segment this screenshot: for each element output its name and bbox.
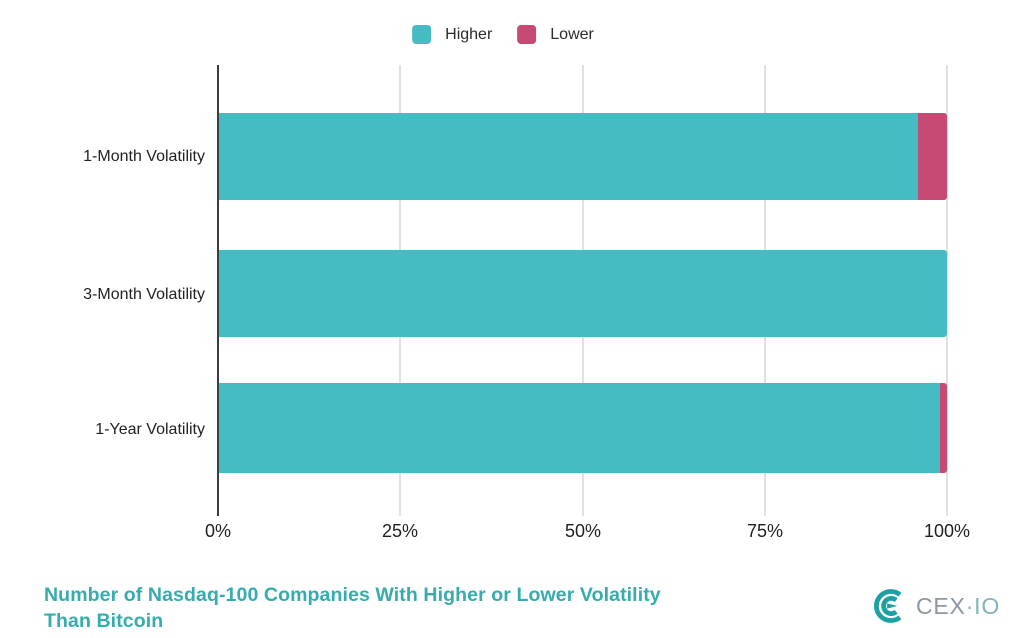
legend-item-higher: Higher bbox=[412, 25, 492, 44]
x-tick-100: 100% bbox=[923, 521, 971, 541]
category-label-3-month: 3-Month Volatility bbox=[83, 286, 205, 303]
category-label-1-year: 1-Year Volatility bbox=[95, 421, 205, 438]
plot-area bbox=[217, 65, 948, 516]
x-tick-0: 0% bbox=[204, 521, 232, 541]
cexio-logo-text: CEX·IO bbox=[916, 587, 1000, 625]
bar-1-year-higher-segment bbox=[219, 383, 940, 473]
legend-swatch-higher bbox=[412, 25, 432, 44]
legend-swatch-lower bbox=[517, 25, 537, 44]
logo-text-separator: · bbox=[965, 593, 975, 619]
bar-1-year bbox=[219, 383, 947, 473]
cexio-logo: CEX·IO bbox=[870, 587, 1000, 625]
bar-1-month bbox=[219, 113, 947, 200]
bar-1-month-higher-segment bbox=[219, 113, 918, 200]
gridline-100 bbox=[946, 65, 948, 516]
x-tick-75: 75% bbox=[746, 521, 784, 541]
x-tick-50: 50% bbox=[564, 521, 602, 541]
x-tick-25: 25% bbox=[381, 521, 419, 541]
logo-text-secondary: IO bbox=[974, 593, 1001, 619]
legend-label-higher: Higher bbox=[445, 25, 493, 43]
category-label-1-month: 1-Month Volatility bbox=[83, 148, 205, 165]
cexio-logo-icon bbox=[874, 589, 902, 623]
bar-1-month-lower-segment bbox=[917, 113, 947, 200]
logo-text-primary: CEX bbox=[916, 593, 966, 619]
bar-1-year-lower-segment bbox=[939, 383, 947, 473]
legend-item-lower: Lower bbox=[517, 25, 594, 44]
y-axis-line bbox=[217, 65, 219, 516]
legend-label-lower: Lower bbox=[550, 25, 594, 43]
bar-3-month-higher-segment bbox=[219, 250, 947, 337]
chart-title: Number of Nasdaq-100 Companies With High… bbox=[44, 582, 661, 634]
legend: Higher Lower bbox=[412, 25, 594, 44]
chart-title-line-1: Number of Nasdaq-100 Companies With High… bbox=[44, 584, 661, 606]
bar-3-month bbox=[219, 250, 947, 337]
chart-title-line-2: Than Bitcoin bbox=[44, 610, 164, 632]
